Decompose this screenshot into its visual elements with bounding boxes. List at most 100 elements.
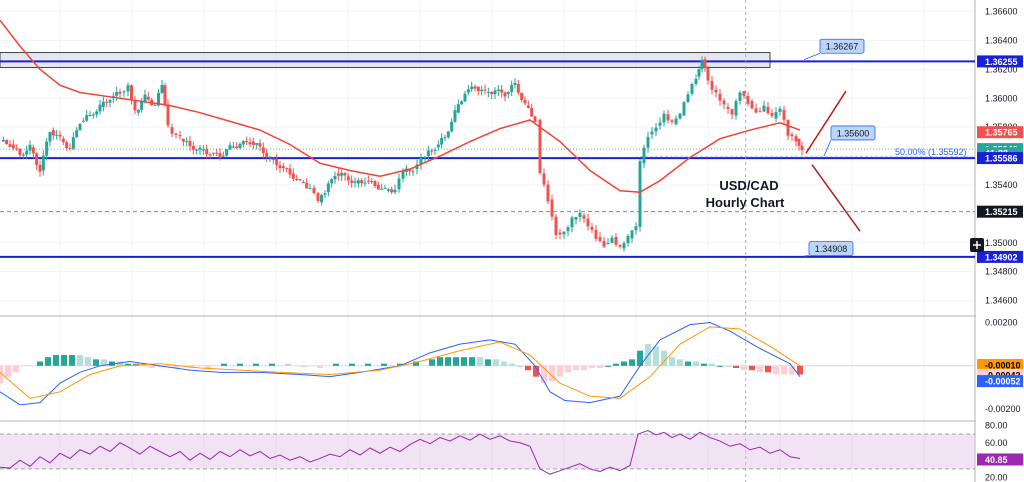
candle-body bbox=[153, 104, 157, 106]
candle-body bbox=[526, 105, 530, 108]
candle-body bbox=[797, 138, 801, 146]
candle-body bbox=[546, 184, 550, 202]
candle-body bbox=[201, 149, 205, 151]
candle-body bbox=[251, 141, 255, 145]
candle-body bbox=[754, 108, 758, 113]
macd-histogram-bar bbox=[757, 365, 763, 373]
candle-body bbox=[770, 113, 774, 116]
candle-body bbox=[221, 155, 225, 157]
crosshair-icon[interactable] bbox=[970, 238, 984, 252]
candle-body bbox=[373, 181, 377, 187]
macd-badge: -0.00052 bbox=[985, 377, 1021, 387]
macd-histogram-bar bbox=[477, 357, 483, 366]
candle-body bbox=[726, 106, 730, 110]
candle-body bbox=[766, 106, 770, 114]
macd-histogram-bar bbox=[533, 365, 539, 377]
macd-histogram-bar bbox=[93, 359, 99, 366]
macd-histogram-bar bbox=[317, 365, 323, 368]
candle-body bbox=[562, 231, 566, 235]
macd-histogram-bar bbox=[437, 357, 443, 366]
candle-body bbox=[738, 92, 742, 101]
candle-body bbox=[790, 134, 794, 137]
macd-histogram-bar bbox=[685, 361, 691, 366]
candle-body bbox=[336, 173, 340, 176]
candle-body bbox=[393, 189, 397, 193]
candle-body bbox=[602, 241, 606, 247]
macd-histogram-bar bbox=[725, 365, 731, 367]
candle-body bbox=[554, 216, 558, 236]
candle-body bbox=[758, 111, 762, 113]
candle-body bbox=[586, 218, 590, 227]
candle-body bbox=[513, 82, 517, 85]
candle-body bbox=[108, 100, 112, 103]
callout-pointer bbox=[803, 255, 810, 257]
candle-body bbox=[430, 150, 434, 152]
candle-body bbox=[333, 175, 337, 180]
macd-histogram-bar bbox=[125, 363, 131, 366]
price-tick-label: 1.35400 bbox=[985, 180, 1018, 190]
candle-body bbox=[305, 183, 309, 189]
price-badge-bg bbox=[977, 250, 1023, 263]
candle-body bbox=[185, 140, 189, 142]
candle-body bbox=[453, 110, 457, 122]
macd-histogram-bar bbox=[581, 365, 587, 371]
candle-body bbox=[694, 78, 698, 84]
candle-body bbox=[166, 104, 170, 126]
candle-body bbox=[353, 181, 357, 183]
candle-body bbox=[650, 131, 654, 135]
macd-histogram-bar bbox=[453, 357, 459, 366]
candle-body bbox=[211, 152, 215, 154]
macd-histogram-bar bbox=[597, 365, 603, 368]
candle-body bbox=[275, 159, 279, 166]
candle-body bbox=[340, 172, 344, 176]
candle-body bbox=[98, 104, 102, 112]
candle-body bbox=[301, 182, 305, 184]
macd-histogram-bar bbox=[773, 365, 779, 375]
candle-body bbox=[208, 154, 212, 156]
candle-body bbox=[218, 153, 222, 158]
fib-label: 50.00% (1.35592) bbox=[895, 147, 967, 157]
macd-histogram-bar bbox=[117, 361, 123, 366]
candle-body bbox=[618, 244, 622, 247]
candle-body bbox=[570, 217, 574, 228]
candle-body bbox=[456, 104, 460, 113]
price-tick-label: 1.36600 bbox=[985, 7, 1018, 17]
macd-signal-line bbox=[0, 326, 801, 399]
candle-body bbox=[85, 115, 89, 121]
candle-body bbox=[722, 100, 726, 105]
candle-body bbox=[690, 83, 694, 94]
candle-body bbox=[271, 158, 275, 160]
rsi-pane bbox=[0, 430, 975, 475]
price-badge: 1.34902 bbox=[985, 252, 1018, 262]
candle-body bbox=[130, 85, 133, 101]
candle-body bbox=[205, 149, 209, 155]
candle-body bbox=[662, 113, 666, 123]
trend-arrows bbox=[805, 90, 861, 232]
candle-body bbox=[118, 91, 122, 94]
candle-body bbox=[710, 80, 714, 90]
macd-histogram-bar bbox=[253, 363, 259, 366]
macd-histogram-bar bbox=[573, 365, 579, 371]
macd-histogram-bar bbox=[445, 357, 451, 366]
candle-body bbox=[370, 181, 374, 183]
candle-body bbox=[742, 91, 746, 96]
candle-body bbox=[774, 112, 778, 119]
chart-title-line-2: Hourly Chart bbox=[706, 195, 785, 210]
price-badge: 1.35586 bbox=[985, 154, 1018, 164]
macd-histogram-bar bbox=[221, 363, 227, 366]
candle-body bbox=[11, 144, 15, 149]
macd-histogram-bar bbox=[525, 365, 531, 371]
macd-histogram-bar bbox=[349, 363, 355, 366]
candle-body bbox=[38, 164, 42, 172]
candle-body bbox=[538, 119, 542, 174]
macd-histogram-bar bbox=[53, 355, 59, 366]
candle-body bbox=[480, 89, 484, 92]
candle-body bbox=[466, 89, 470, 93]
moving-average bbox=[0, 19, 801, 193]
candle-body bbox=[295, 178, 299, 180]
candle-body bbox=[473, 86, 477, 89]
candle-body bbox=[506, 92, 510, 94]
macd-histogram-bar bbox=[669, 357, 675, 366]
macd-badge-bg bbox=[977, 359, 1023, 371]
